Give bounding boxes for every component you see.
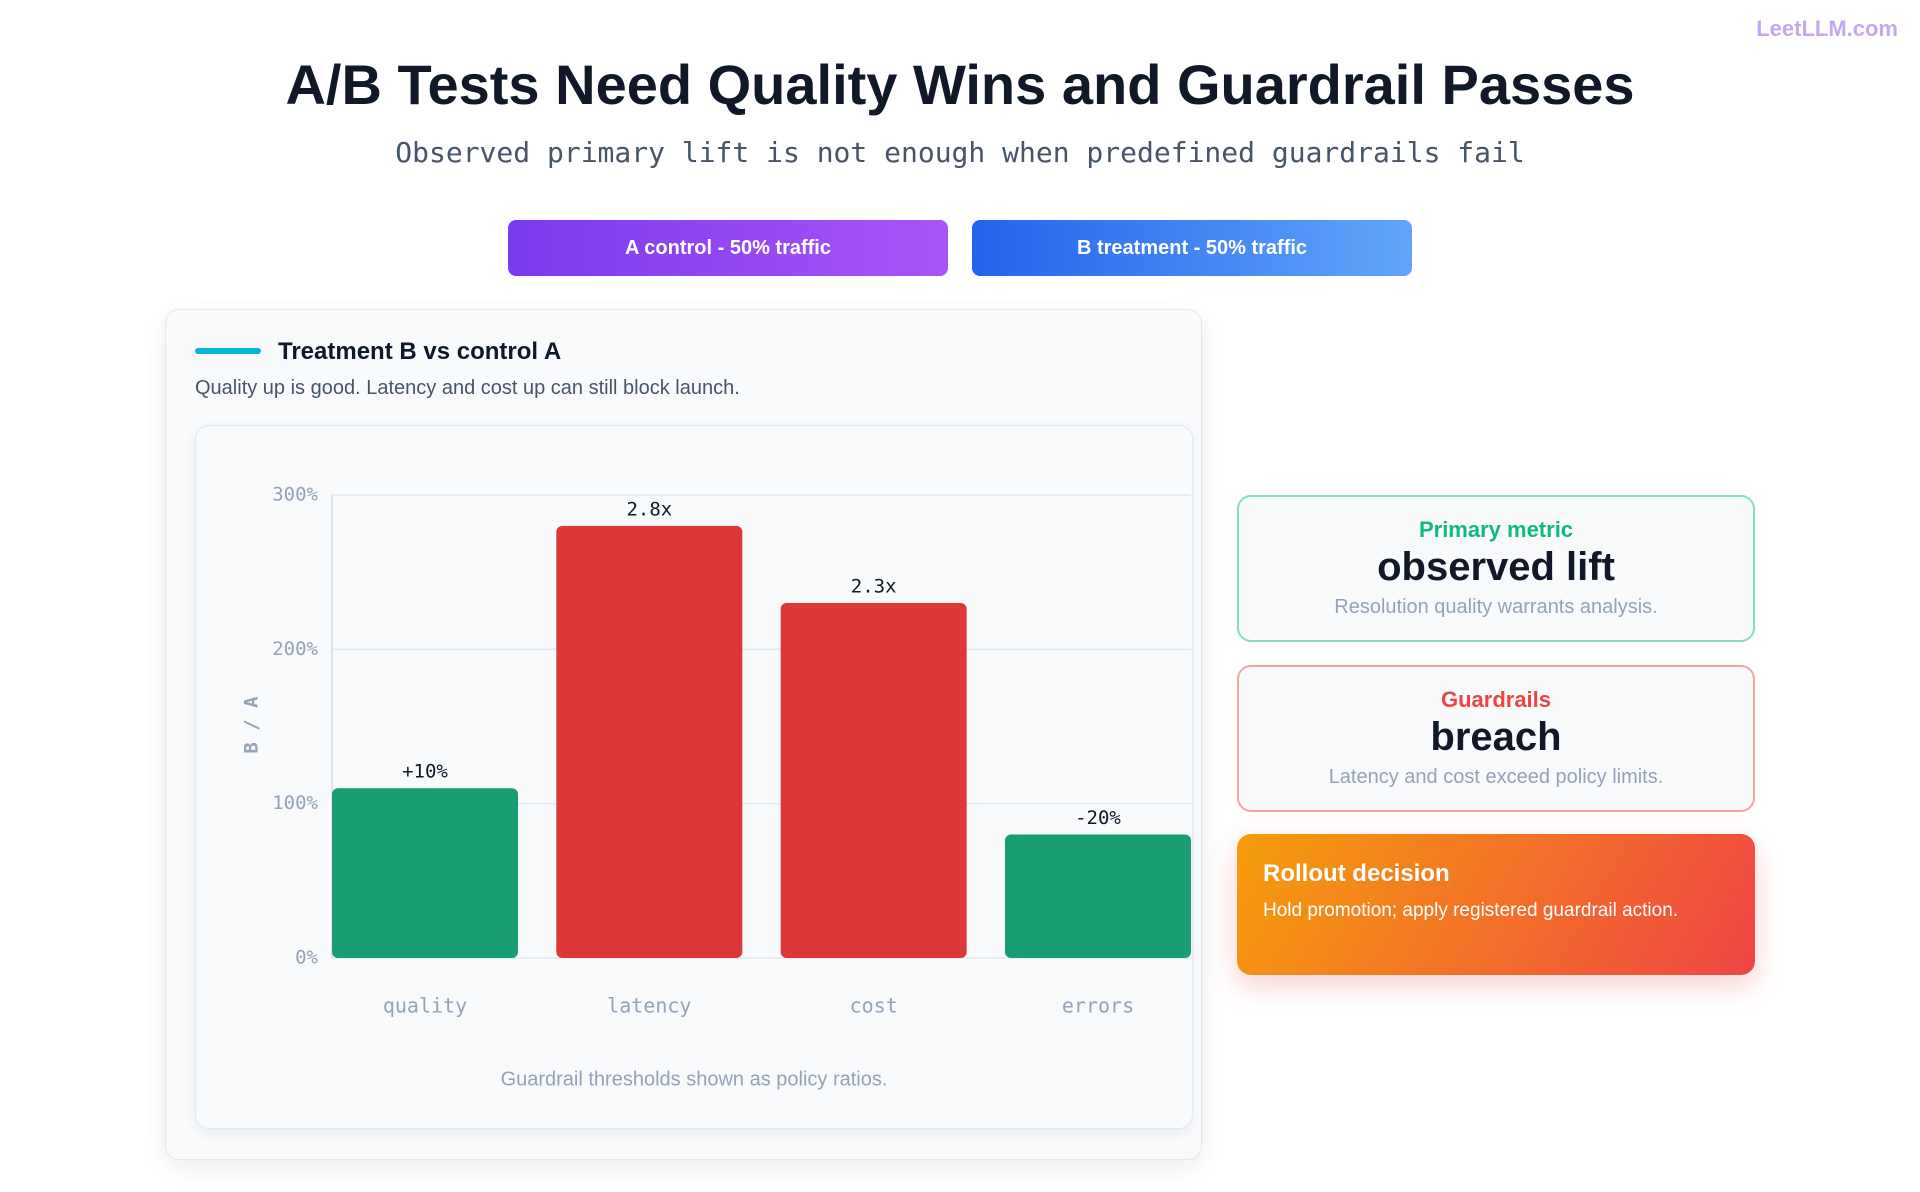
y-tick-label: 300%	[272, 484, 318, 506]
value-label: -20%	[1075, 807, 1121, 829]
value-label: 2.8x	[626, 498, 672, 520]
x-tick-label: latency	[607, 994, 691, 1018]
value-label: 2.3x	[851, 576, 897, 598]
decision-card: Rollout decision Hold promotion; apply r…	[1237, 834, 1755, 975]
bar	[556, 525, 743, 958]
brand: LeetLLM.com	[1756, 16, 1898, 41]
metric-card: Primary metric observed lift Resolution …	[1237, 495, 1755, 642]
metric-desc: Latency and cost exceed policy limits.	[1328, 766, 1664, 788]
card-subtitle: Quality up is good. Latency and cost up …	[195, 377, 740, 399]
value-label: +10%	[402, 761, 448, 783]
footnote: Guardrail thresholds shown as policy rat…	[501, 1068, 888, 1090]
bar	[1005, 834, 1191, 958]
metric-label: Primary metric	[1418, 517, 1574, 542]
x-tick-label: cost	[850, 994, 898, 1018]
chart: B / A Guardrail thresholds shown as poli…	[241, 484, 1191, 1090]
metric-value: breach	[1430, 715, 1562, 759]
metric-label: Guardrails	[1440, 687, 1552, 712]
decision-label: Rollout decision	[1263, 860, 1450, 887]
accent-bar	[195, 348, 261, 354]
variant-pill: A control - 50% traffic	[508, 220, 948, 276]
y-tick-label: 0%	[295, 947, 318, 969]
x-tick-label: quality	[383, 994, 467, 1018]
metric-card: Guardrails breach Latency and cost excee…	[1237, 665, 1755, 812]
bar	[780, 603, 967, 958]
y-tick-label: 100%	[272, 792, 318, 814]
metric-value: observed lift	[1377, 545, 1615, 589]
page-subtitle: Observed primary lift is not enough when…	[395, 136, 1525, 169]
y-tick-label: 200%	[272, 638, 318, 660]
page-title: A/B Tests Need Quality Wins and Guardrai…	[285, 53, 1635, 116]
variant-pill: B treatment - 50% traffic	[972, 220, 1412, 276]
bar	[332, 788, 518, 958]
x-tick-label: errors	[1062, 994, 1134, 1018]
card-title: Treatment B vs control A	[278, 338, 562, 365]
y-axis-label: B / A	[241, 696, 263, 754]
decision-desc: Hold promotion; apply registered guardra…	[1263, 900, 1679, 921]
metric-desc: Resolution quality warrants analysis.	[1334, 596, 1658, 618]
